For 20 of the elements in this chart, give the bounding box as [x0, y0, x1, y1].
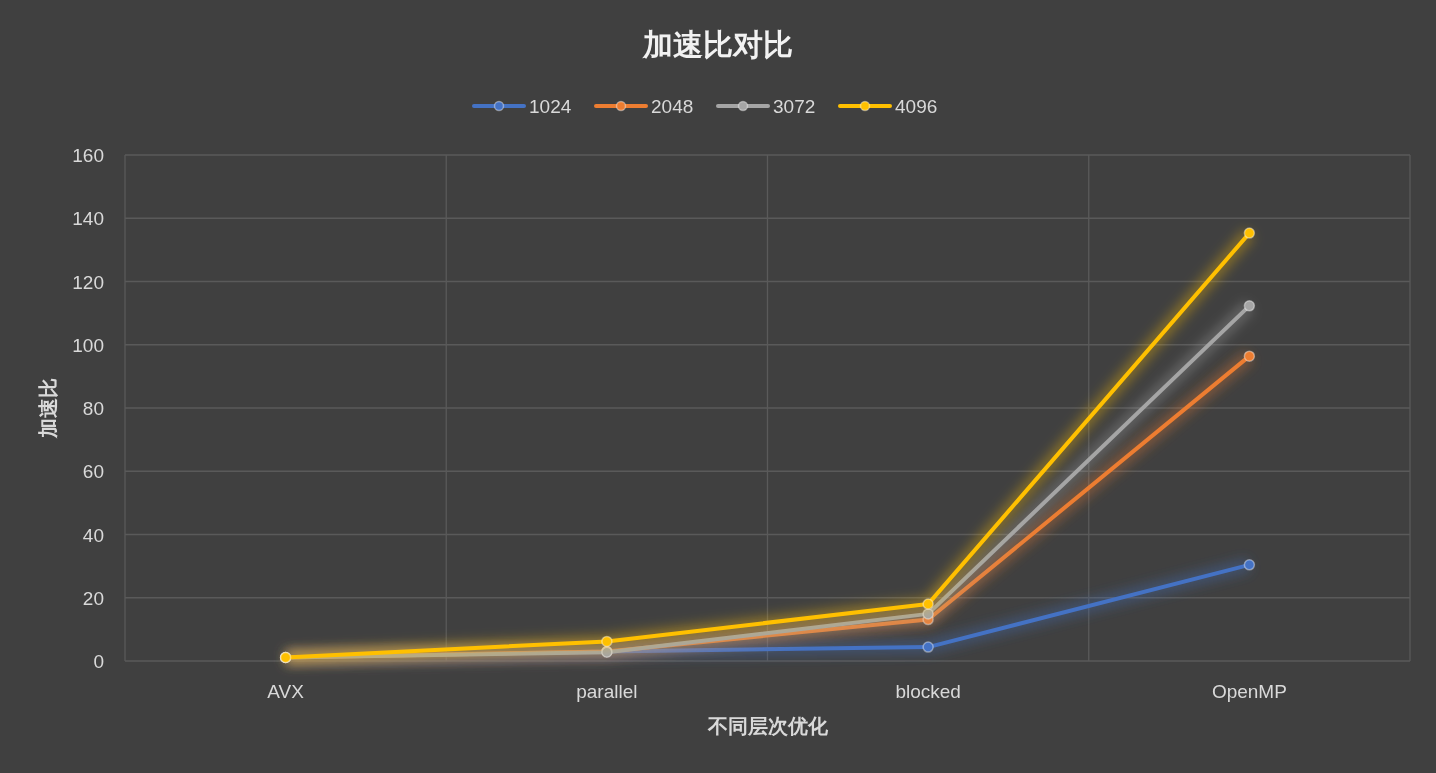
x-tick-label: AVX	[267, 681, 305, 702]
x-tick-label: parallel	[576, 681, 638, 702]
y-tick-label: 160	[72, 145, 104, 166]
x-tick-label: blocked	[895, 681, 961, 702]
legend-label: 2048	[651, 96, 694, 117]
legend-label: 1024	[529, 96, 572, 117]
x-axis-title: 不同层次优化	[706, 715, 829, 737]
y-tick-label: 0	[93, 651, 104, 672]
y-tick-label: 100	[72, 334, 104, 356]
y-tick-label: 140	[72, 208, 104, 230]
y-tick-label: 40	[82, 524, 104, 546]
chart-title: 加速比对比	[642, 28, 793, 61]
legend-label: 4096	[895, 96, 938, 117]
legend-label: 3072	[773, 96, 816, 117]
y-tick-label: 60	[82, 461, 104, 483]
x-tick-label: OpenMP	[1211, 681, 1287, 702]
y-tick-label: 120	[72, 271, 104, 293]
y-tick-label: 80	[82, 398, 104, 419]
y-axis-title: 加速比	[37, 378, 59, 439]
y-tick-label: 20	[82, 587, 104, 609]
